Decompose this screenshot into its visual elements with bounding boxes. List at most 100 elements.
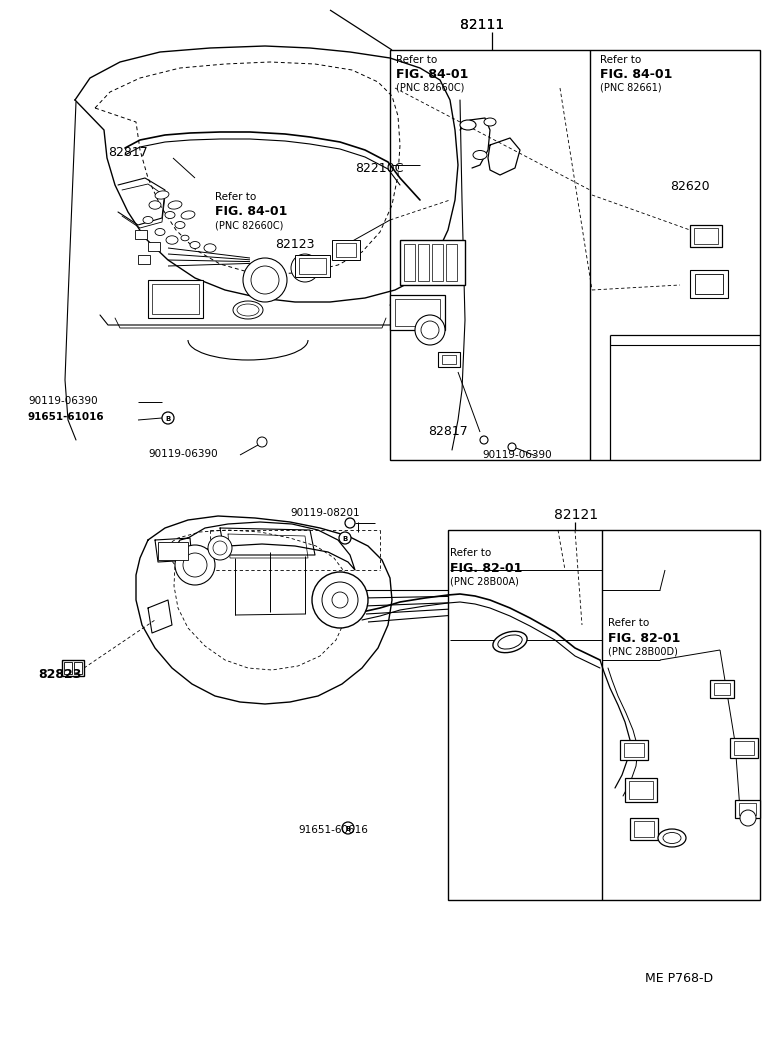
Bar [734,741,754,755]
Text: 82817: 82817 [428,425,468,438]
Text: 82620: 82620 [670,180,710,193]
Bar [138,255,150,264]
Bar [395,299,440,326]
Bar [390,295,445,330]
Text: 90119-06390: 90119-06390 [28,396,98,406]
Bar [158,542,188,560]
Bar [625,778,657,802]
Text: Refer to: Refer to [600,55,641,65]
Circle shape [208,536,232,560]
Ellipse shape [204,244,216,252]
Text: B: B [165,416,171,422]
Bar [442,355,456,364]
Bar [332,240,360,260]
Bar [690,270,728,298]
Bar [148,280,203,318]
Bar [629,781,653,799]
Ellipse shape [484,118,496,126]
Ellipse shape [143,216,153,224]
Ellipse shape [658,830,686,847]
Ellipse shape [181,211,195,219]
Text: 82817: 82817 [108,146,147,159]
Bar [710,680,734,698]
Ellipse shape [166,236,178,245]
Bar [630,818,658,840]
Bar [135,230,147,239]
Circle shape [339,532,351,544]
Text: B: B [346,826,350,832]
Ellipse shape [155,229,165,235]
Circle shape [740,810,756,826]
Bar [390,50,760,460]
Circle shape [508,443,516,452]
Bar [448,530,760,900]
Circle shape [345,518,355,528]
Ellipse shape [460,120,476,130]
Bar [695,274,723,294]
Bar [714,682,730,695]
Bar [432,244,443,281]
Circle shape [257,437,267,447]
Text: FIG. 84-01: FIG. 84-01 [215,205,288,218]
Ellipse shape [149,201,161,209]
Bar [152,284,199,314]
Circle shape [213,541,227,555]
Text: FIG. 82-01: FIG. 82-01 [450,562,522,575]
Bar [735,800,760,818]
Bar [438,352,460,367]
Bar [624,743,644,757]
Ellipse shape [233,301,263,319]
Bar [446,244,457,281]
Bar [690,225,722,247]
Bar [62,660,84,676]
Circle shape [243,258,287,302]
Text: 82823: 82823 [38,668,82,681]
Ellipse shape [165,211,175,218]
Bar [404,244,415,281]
Text: 82111: 82111 [460,18,504,32]
Circle shape [175,545,215,585]
Text: (PNC 28B00A): (PNC 28B00A) [450,578,519,587]
Ellipse shape [155,191,169,200]
Circle shape [291,254,319,282]
Text: (PNC 82660C): (PNC 82660C) [215,220,283,230]
Bar [148,242,160,251]
Text: 82121: 82121 [554,508,598,522]
Circle shape [342,822,354,834]
Ellipse shape [473,150,487,160]
Ellipse shape [168,201,182,209]
Text: B: B [343,536,347,542]
Bar [295,255,330,277]
Bar [299,258,326,274]
Bar [739,803,756,815]
Circle shape [421,321,439,339]
Bar [620,740,648,760]
Bar [730,738,758,758]
Text: 90119-06390: 90119-06390 [148,449,218,459]
Ellipse shape [175,222,185,229]
Bar [418,244,429,281]
Bar [634,821,654,837]
Circle shape [322,582,358,618]
Text: ME P768-D: ME P768-D [645,972,713,985]
Ellipse shape [663,833,681,843]
Text: 82111: 82111 [460,18,504,32]
Text: FIG. 84-01: FIG. 84-01 [600,68,673,81]
Ellipse shape [498,635,522,649]
Bar [74,662,82,674]
Text: 82210C: 82210C [355,162,404,175]
Bar [64,662,72,674]
Text: 82123: 82123 [275,238,314,251]
Ellipse shape [190,242,200,249]
Text: FIG. 84-01: FIG. 84-01 [396,68,468,81]
Text: (PNC 28B00D): (PNC 28B00D) [608,647,678,657]
Bar [336,243,356,257]
Text: Refer to: Refer to [215,192,256,202]
Bar [400,240,465,285]
Text: Refer to: Refer to [396,55,437,65]
Circle shape [297,260,313,276]
Text: FIG. 82-01: FIG. 82-01 [608,632,681,645]
Ellipse shape [493,631,527,653]
Circle shape [332,592,348,608]
Text: Refer to: Refer to [450,548,492,558]
